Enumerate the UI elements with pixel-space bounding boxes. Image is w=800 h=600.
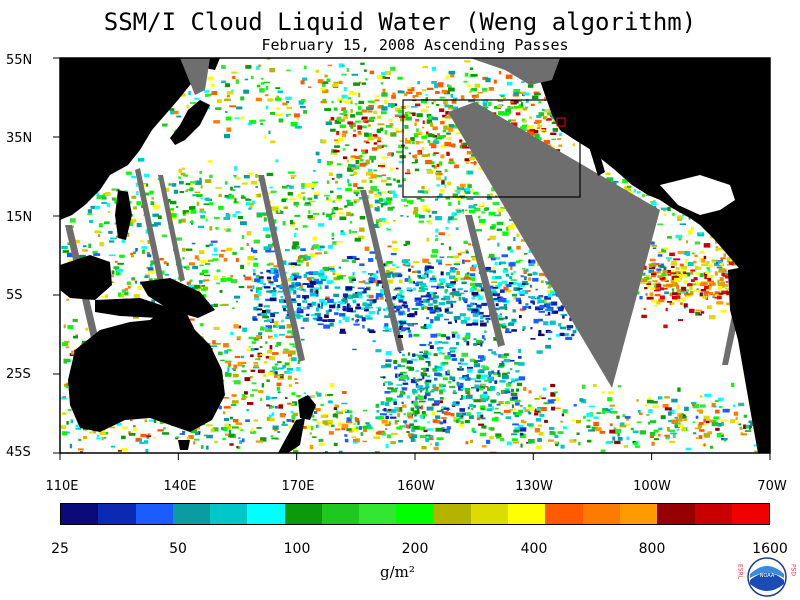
lat-label-5s: 5S: [6, 288, 23, 303]
lat-label-35n: 35N: [6, 131, 33, 146]
lon-label-160w: 160W: [397, 479, 435, 494]
colorbar-swatch: [61, 504, 99, 524]
lat-label-45s: 45S: [6, 445, 31, 460]
lon-label-100w: 100W: [633, 479, 671, 494]
colorbar-label-400: 400: [520, 541, 548, 557]
colorbar-swatch: [470, 504, 509, 524]
lon-label-70w: 70W: [757, 479, 787, 494]
colorbar-swatch: [694, 504, 732, 524]
colorbar-swatch: [657, 504, 695, 524]
chart-subtitle: February 15, 2008 Ascending Passes: [261, 36, 569, 54]
colorbar-swatch: [396, 504, 434, 524]
colorbar-swatch: [545, 504, 583, 524]
colorbar-label-800: 800: [638, 541, 666, 557]
logo-right-text: PSD: [790, 564, 797, 576]
colorbar-label-1600: 1600: [752, 541, 788, 557]
chart-title: SSM/I Cloud Liquid Water (Weng algorithm…: [103, 8, 697, 36]
lon-label-110e: 110E: [45, 479, 79, 494]
colorbar-label-50: 50: [169, 541, 187, 557]
axis-ticks: [53, 57, 771, 460]
colorbar-swatch: [508, 504, 546, 524]
colorbar-swatch: [582, 504, 620, 524]
colorbar-swatch: [619, 504, 658, 524]
colorbar-swatch: [321, 504, 360, 524]
lat-label-55n: 55N: [6, 53, 33, 68]
colorbar-swatch: [359, 504, 397, 524]
colorbar: [60, 503, 770, 525]
lon-label-130w: 130W: [515, 479, 553, 494]
missing-data-swaths: [65, 102, 742, 388]
lon-label-140e: 140E: [163, 479, 197, 494]
land-masses: [60, 58, 770, 453]
highlight-box: [402, 99, 581, 198]
lat-label-25s: 25S: [6, 367, 31, 382]
colorbar-swatch: [98, 504, 136, 524]
colorbar-label-100: 100: [283, 541, 311, 557]
colorbar-label-200: 200: [401, 541, 429, 557]
logo-left-text: ESRL: [737, 564, 744, 580]
lat-label-15n: 15N: [6, 210, 33, 225]
colorbar-swatch: [135, 504, 173, 524]
colorbar-swatch: [172, 504, 211, 524]
marker-box: [556, 117, 566, 127]
colorbar-swatch: [433, 504, 471, 524]
colorbar-swatch: [210, 504, 248, 524]
logo-center-text: NOAA: [760, 573, 775, 579]
lon-label-170e: 170E: [281, 479, 315, 494]
unit-label: g/m²: [380, 563, 415, 581]
colorbar-swatch: [247, 504, 285, 524]
colorbar-swatch: [731, 504, 770, 524]
noaa-logo: NOAA ESRL PSD: [737, 557, 797, 597]
colorbar-label-25: 25: [51, 541, 69, 557]
colorbar-swatch: [284, 504, 322, 524]
